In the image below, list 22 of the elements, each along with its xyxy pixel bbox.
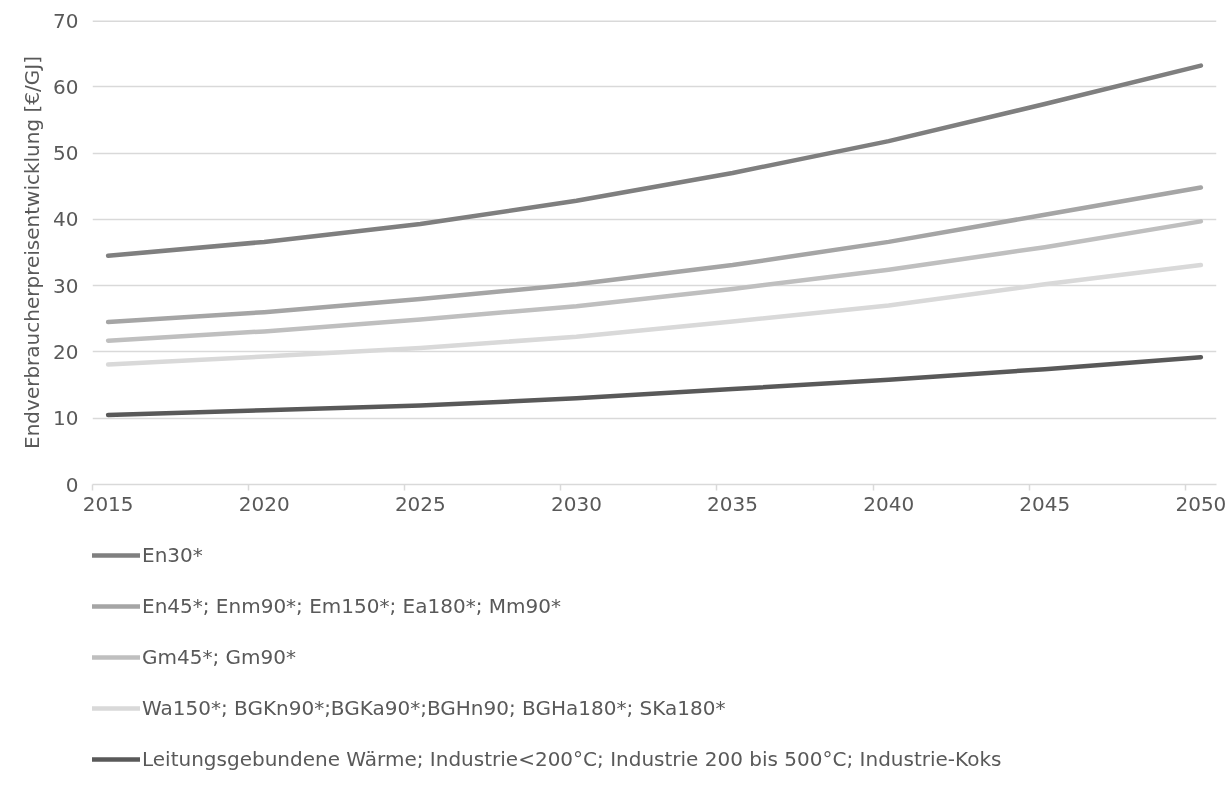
x-tick-label: 2045 xyxy=(1019,491,1071,516)
x-tick-label: 2035 xyxy=(707,491,759,516)
y-tick-label: 10 xyxy=(53,406,79,431)
legend-label: Gm45*; Gm90* xyxy=(142,645,296,669)
y-tick-label: 50 xyxy=(53,141,79,166)
x-tick-label: 2040 xyxy=(863,491,915,516)
x-tick-label: 2025 xyxy=(394,491,446,516)
x-tick-label: 2020 xyxy=(238,491,290,516)
y-tick-label: 70 xyxy=(53,8,79,33)
legend-label: Leitungsgebundene Wärme; Industrie<200°C; Industrie 200 bis 500°C; Industrie-Koks xyxy=(142,747,1002,771)
y-tick-label: 20 xyxy=(53,339,79,364)
y-tick-label: 30 xyxy=(53,273,79,298)
y-tick-label: 60 xyxy=(53,74,79,99)
x-tick-label: 2030 xyxy=(551,491,602,516)
x-tick-label: 2015 xyxy=(82,491,134,516)
y-tick-label: 40 xyxy=(53,207,79,232)
legend-label: En30* xyxy=(142,543,203,567)
legend-label: Wa150*; BGKn90*;BGKa90*;BGHn90; BGHa180*; SKa180* xyxy=(142,696,726,720)
legend-label: En45*; Enm90*; Em150*; Ea180*; Mm90* xyxy=(142,594,561,618)
y-axis-title: Endverbraucherpreisentwicklung [€/GJ] xyxy=(20,56,45,449)
y-tick-label: 0 xyxy=(65,472,79,497)
x-tick-label: 2050 xyxy=(1175,491,1227,516)
